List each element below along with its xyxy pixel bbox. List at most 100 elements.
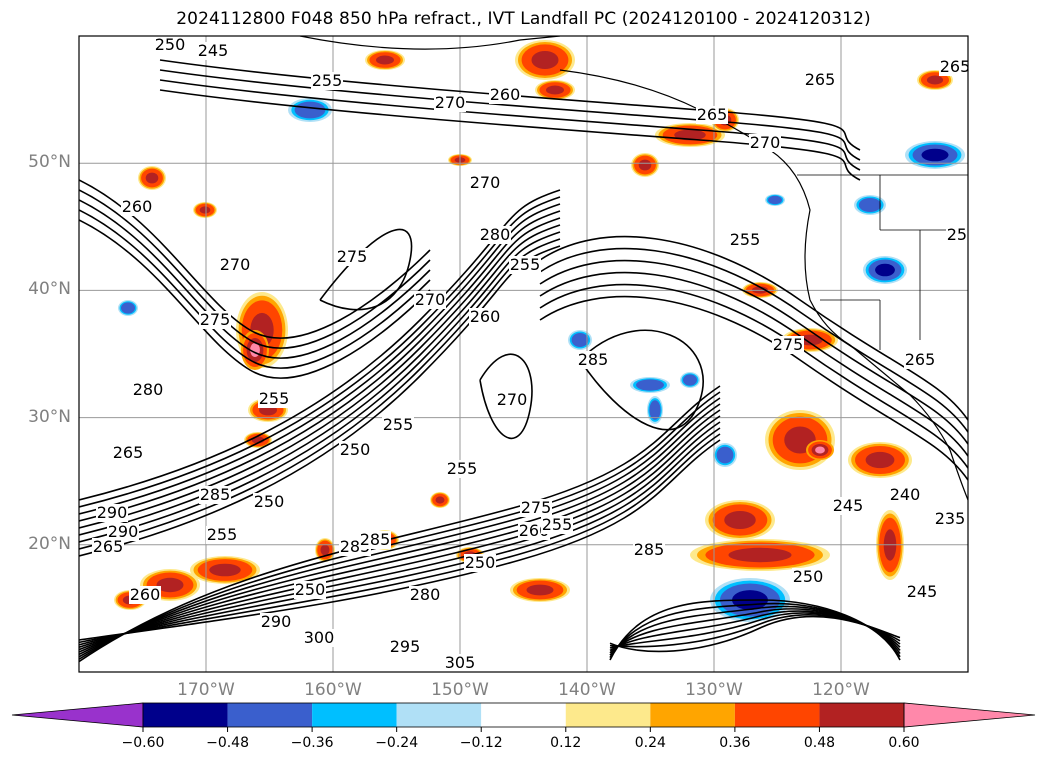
latitude-label: 50°N bbox=[28, 152, 71, 173]
longitude-label: 160°W bbox=[304, 680, 362, 700]
contour-label-bg bbox=[96, 504, 128, 522]
pc-anomaly-patch bbox=[865, 451, 895, 469]
pc-anomaly-patch bbox=[636, 379, 664, 391]
longitude-label: 130°W bbox=[685, 680, 743, 700]
contour-label-bg bbox=[112, 444, 144, 462]
contour-label-bg bbox=[464, 554, 496, 572]
pc-anomaly-patch bbox=[376, 55, 394, 65]
pc-anomaly-patch bbox=[875, 263, 895, 277]
contour-label: 255 bbox=[312, 71, 343, 90]
contour-label-bg bbox=[199, 311, 231, 329]
colorbar-tick-label: −0.12 bbox=[459, 735, 503, 751]
colorbar-frame bbox=[142, 702, 905, 728]
pc-anomaly-patch bbox=[294, 101, 326, 119]
contour-label: 285 bbox=[634, 540, 665, 559]
latitude-label: 20°N bbox=[28, 533, 71, 554]
longitude-label: 140°W bbox=[558, 680, 616, 700]
longitude-label: 120°W bbox=[812, 680, 870, 700]
contour-label-bg bbox=[389, 638, 421, 656]
contour-label-bg bbox=[469, 308, 501, 326]
contour-label: 285 bbox=[200, 485, 231, 504]
contour-label: 250 bbox=[340, 440, 371, 459]
contour-label: 270 bbox=[750, 133, 781, 152]
contour-label: 255 bbox=[730, 230, 761, 249]
contour-line bbox=[479, 353, 533, 440]
contour-label-bg bbox=[132, 381, 164, 399]
contour-label: 270 bbox=[470, 173, 501, 192]
contour-label: 290 bbox=[108, 522, 139, 541]
pc-anomaly-patch bbox=[638, 159, 652, 171]
colorbar-tick-label: 0.36 bbox=[719, 735, 751, 751]
pc-anomaly-patch bbox=[724, 511, 756, 529]
pc-anomaly-patch bbox=[531, 51, 559, 69]
contour-label: 240 bbox=[890, 485, 921, 504]
contour-label: 270 bbox=[415, 290, 446, 309]
contour-label: 265 bbox=[805, 70, 836, 89]
latitude-label: 30°N bbox=[28, 406, 71, 427]
contour-label: 255 bbox=[207, 525, 238, 544]
contour-line bbox=[79, 391, 721, 660]
contour-label: 265 bbox=[940, 57, 971, 76]
colorbar-segment bbox=[227, 703, 313, 727]
contour-label: 275 bbox=[773, 335, 804, 354]
contour-label: 250 bbox=[295, 580, 326, 599]
map-frame bbox=[78, 35, 969, 673]
contour-line bbox=[79, 217, 561, 529]
contour-label-bg bbox=[107, 523, 139, 541]
pc-anomaly-patch bbox=[571, 333, 589, 347]
contour-label: 250 bbox=[465, 553, 496, 572]
contour-line bbox=[79, 203, 561, 515]
contour-label-bg bbox=[446, 460, 478, 478]
colorbar-tick-label: −0.24 bbox=[375, 735, 419, 751]
contour-label-bg bbox=[253, 493, 285, 511]
pc-anomaly-patch bbox=[768, 195, 782, 205]
contour-line bbox=[79, 219, 431, 379]
contour-label: 280 bbox=[480, 225, 511, 244]
contour-label: 245 bbox=[833, 496, 864, 515]
contour-line bbox=[79, 403, 721, 656]
contour-line bbox=[79, 189, 561, 501]
contour-label-bg bbox=[772, 336, 804, 354]
contour-line bbox=[159, 59, 861, 151]
contour-label-bg bbox=[121, 198, 153, 216]
pc-anomaly-patch bbox=[546, 85, 564, 95]
contour-label-bg bbox=[382, 416, 414, 434]
pc-anomaly-patch bbox=[716, 446, 734, 464]
pc-anomaly-patch bbox=[926, 75, 944, 85]
refractivity-contours bbox=[79, 59, 968, 663]
colorbar-segment bbox=[143, 703, 228, 727]
contour-line bbox=[609, 615, 901, 653]
contour-label: 255 bbox=[383, 415, 414, 434]
contour-label: 245 bbox=[198, 41, 229, 60]
colorbar-extend-low bbox=[11, 702, 144, 728]
contour-label: 270 bbox=[435, 93, 466, 112]
colorbar bbox=[11, 702, 1036, 732]
contour-label: 260 bbox=[122, 197, 153, 216]
contour-label: 300 bbox=[304, 628, 335, 647]
contour-label: 260 bbox=[470, 307, 501, 326]
contour-label-bg bbox=[729, 231, 761, 249]
contour-line bbox=[159, 69, 861, 161]
colorbar-segment bbox=[734, 703, 820, 727]
contour-label-bg bbox=[258, 390, 290, 408]
contour-label-bg bbox=[409, 586, 441, 604]
pc-anomaly-patch bbox=[858, 198, 882, 212]
contour-label-bg bbox=[749, 134, 781, 152]
contour-label-bg bbox=[509, 256, 541, 274]
contour-line bbox=[79, 415, 721, 651]
contour-line bbox=[79, 397, 721, 658]
pc-anomaly-patch bbox=[921, 148, 949, 162]
pc-anomaly-patch bbox=[649, 400, 661, 420]
state-borders bbox=[797, 174, 968, 350]
contour-label: 255 bbox=[259, 389, 290, 408]
contour-label-bg bbox=[154, 36, 186, 54]
pc-anomaly-patch bbox=[320, 544, 330, 556]
colorbar-segment bbox=[819, 703, 904, 727]
contour-label-bg bbox=[414, 291, 446, 309]
pc-anomaly-patch bbox=[435, 496, 445, 504]
colorbar-tick-label: −0.36 bbox=[290, 735, 334, 751]
contour-label: 290 bbox=[97, 503, 128, 522]
contour-label-bg bbox=[197, 42, 229, 60]
contour-line bbox=[79, 421, 721, 648]
colorbar-segment bbox=[565, 703, 651, 727]
